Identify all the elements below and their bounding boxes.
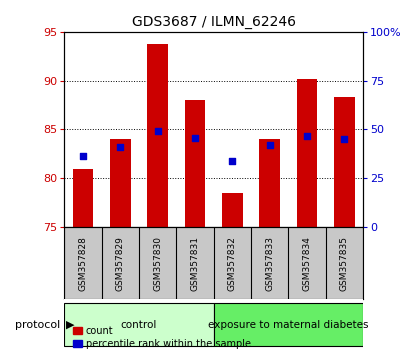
Text: GSM357830: GSM357830 bbox=[153, 236, 162, 291]
Text: protocol: protocol bbox=[15, 320, 60, 330]
Bar bbox=[185, 100, 205, 227]
Text: control: control bbox=[121, 320, 157, 330]
Text: ▶: ▶ bbox=[66, 320, 75, 330]
Text: GSM357831: GSM357831 bbox=[190, 236, 200, 291]
Bar bbox=[297, 79, 317, 227]
Bar bbox=[73, 169, 93, 227]
Text: GSM357833: GSM357833 bbox=[265, 236, 274, 291]
Text: GSM357835: GSM357835 bbox=[340, 236, 349, 291]
Text: GSM357828: GSM357828 bbox=[78, 236, 88, 291]
Point bbox=[80, 153, 86, 159]
Text: GSM357834: GSM357834 bbox=[303, 236, 312, 291]
Bar bbox=[110, 139, 131, 227]
Point bbox=[229, 158, 236, 164]
Text: GSM357829: GSM357829 bbox=[116, 236, 125, 291]
Point bbox=[192, 136, 198, 141]
Point bbox=[154, 129, 161, 134]
Title: GDS3687 / ILMN_62246: GDS3687 / ILMN_62246 bbox=[132, 16, 296, 29]
Point bbox=[341, 136, 348, 142]
Point bbox=[304, 133, 310, 139]
Point bbox=[266, 142, 273, 148]
Bar bbox=[64, 303, 214, 346]
Bar bbox=[222, 193, 243, 227]
Bar bbox=[214, 303, 363, 346]
Text: GSM357832: GSM357832 bbox=[228, 236, 237, 291]
Legend: count, percentile rank within the sample: count, percentile rank within the sample bbox=[69, 322, 255, 353]
Bar bbox=[259, 139, 280, 227]
Text: exposure to maternal diabetes: exposure to maternal diabetes bbox=[208, 320, 369, 330]
Point bbox=[117, 144, 124, 150]
Bar bbox=[147, 44, 168, 227]
Bar bbox=[334, 97, 355, 227]
